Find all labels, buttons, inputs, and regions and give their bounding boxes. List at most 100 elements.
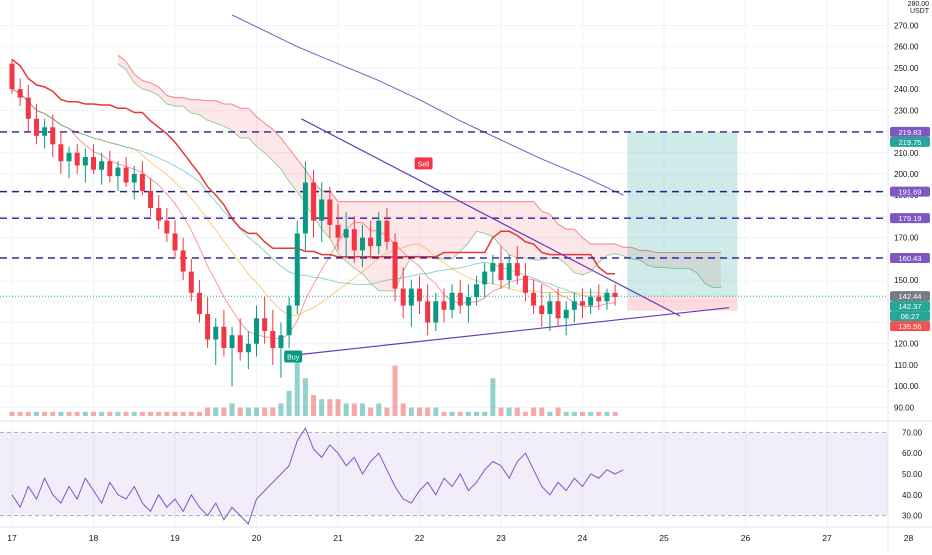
volume-bar (205, 407, 211, 416)
candle-body (229, 335, 235, 348)
triangle-trendlines[interactable] (301, 118, 730, 355)
volume-bar (17, 411, 23, 416)
volume-bar (384, 407, 390, 416)
volume-bar (408, 407, 414, 416)
candle-body (17, 89, 23, 98)
price-label-text: 142.37 (899, 302, 922, 311)
candle-body (441, 301, 447, 310)
price-label-text: 160.43 (899, 254, 922, 263)
candle-body (245, 343, 251, 353)
volume-bar (180, 411, 186, 416)
time-tick-label: 28 (904, 533, 914, 543)
volume-bar (172, 411, 178, 416)
candle-body (531, 292, 537, 306)
cloud-span-b (117, 54, 721, 253)
volume-bar (335, 399, 341, 416)
price-tick-label: 200.00 (894, 170, 919, 179)
price-label-text: 219.83 (899, 128, 922, 137)
price-label-box (890, 291, 930, 302)
candle-body (588, 297, 594, 306)
volume-bar (229, 403, 235, 416)
signal-markers: Sell Buy (284, 157, 433, 363)
candle-body (498, 263, 504, 281)
candle-body (319, 199, 325, 221)
volume-bar (514, 407, 520, 416)
price-label-box (890, 311, 930, 322)
candle-body (311, 182, 317, 221)
indicator-lines (11, 14, 624, 340)
candle-body (286, 305, 292, 336)
candle-body (213, 326, 219, 340)
candle-body (172, 233, 178, 251)
volume-bar (139, 411, 145, 416)
volume-bar (433, 407, 439, 416)
volume-bars (9, 357, 618, 416)
candle-body (254, 318, 259, 344)
volume-bar (188, 411, 194, 416)
candle-body (417, 288, 422, 302)
volume-bar (425, 407, 431, 416)
price-label-box (890, 252, 930, 263)
volume-bar (196, 411, 202, 416)
candle-body (612, 292, 618, 298)
price-tick-label: 150.00 (894, 276, 919, 285)
ma-long-line (231, 14, 624, 196)
rsi-tick-label: 70.00 (902, 428, 923, 437)
volume-bar (343, 403, 349, 416)
price-tick-label: 100.00 (894, 382, 919, 391)
cloud-area (118, 55, 721, 291)
position-stop-zone (627, 296, 738, 311)
price-label-text: 179.19 (899, 214, 922, 223)
time-axis[interactable]: 17 18 19 20 21 22 23 24 25 26 27 28 (7, 533, 913, 543)
candle-body (580, 301, 585, 306)
volume-bar (457, 411, 463, 416)
price-label-text: 219.75 (899, 138, 922, 147)
candle-body (514, 263, 520, 276)
price-tick-label: 210.00 (894, 149, 919, 158)
time-tick-label: 27 (822, 533, 832, 543)
price-tick-label: 230.00 (894, 106, 919, 115)
candle-body (42, 127, 48, 136)
volume-bar (327, 399, 333, 416)
volume-bar (115, 411, 121, 416)
candle-body (335, 224, 341, 238)
volume-bar (270, 407, 276, 416)
candle-body (196, 292, 202, 315)
volume-bar (156, 411, 162, 416)
volume-bar (441, 411, 447, 416)
sell-marker-label: Sell (418, 161, 430, 168)
time-tick-label: 20 (252, 533, 262, 543)
volume-bar (498, 407, 504, 416)
rsi-axis[interactable]: 70.00 60.00 50.00 40.00 30.00 (902, 428, 923, 520)
candle-body (571, 301, 577, 310)
candle-body (547, 301, 553, 315)
candle-body (449, 292, 455, 310)
candle-body (188, 271, 194, 293)
candle-body (262, 318, 268, 332)
candle-body (474, 284, 480, 298)
position-target-zone (627, 132, 738, 297)
candle-body (99, 161, 105, 170)
volume-bar (123, 411, 129, 416)
volume-bar (245, 407, 251, 416)
volume-bar (262, 407, 268, 416)
candle-body (123, 167, 129, 183)
candle-body (359, 237, 365, 251)
horizontal-levels[interactable] (0, 131, 888, 259)
candle-body (343, 229, 349, 238)
volume-bar (25, 411, 31, 416)
rsi-tick-label: 40.00 (902, 491, 923, 500)
rsi-tick-label: 60.00 (902, 449, 923, 458)
volume-bar (351, 403, 357, 416)
volume-bar (82, 411, 88, 416)
candle-body (302, 182, 308, 234)
candle-body (148, 190, 154, 208)
volume-bar (131, 411, 137, 416)
candle-body (278, 335, 284, 348)
volume-bar (66, 411, 72, 416)
price-tick-label: 250.00 (894, 64, 919, 73)
candle-body (9, 63, 15, 90)
